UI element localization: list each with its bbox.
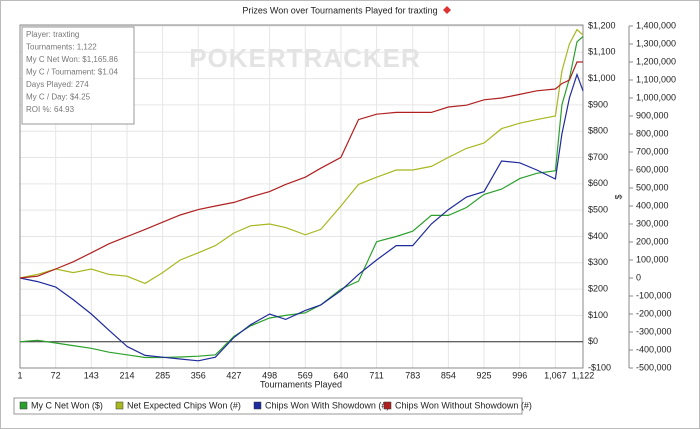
y2-tick-label: 700,000	[636, 146, 669, 156]
y-tick-label: $700	[588, 152, 608, 162]
info-line: Tournaments: 1,122	[26, 43, 97, 52]
legend-swatch	[19, 401, 28, 410]
x-axis-title: Tournaments Played	[260, 379, 342, 389]
y-tick-label: $1,200	[588, 20, 616, 30]
x-tick-label: 143	[84, 370, 99, 380]
x-tick-label: 427	[226, 370, 241, 380]
y-tick-label: $1,100	[588, 47, 616, 57]
y-axis-title: $	[613, 194, 623, 199]
x-tick-label: 356	[191, 370, 206, 380]
y2-tick-label: 400,000	[636, 200, 669, 210]
y2-tick-label: 200,000	[636, 236, 669, 246]
legend-swatch	[115, 401, 124, 410]
series-line	[19, 28, 584, 285]
legend	[13, 397, 523, 415]
x-tick-label: 854	[441, 370, 456, 380]
y2-tick-label: -100,000	[636, 290, 672, 300]
y-tick-label: $800	[588, 126, 608, 136]
info-line: My C Net Won: $1,165.86	[26, 55, 118, 64]
y-tick-label: $0	[588, 336, 598, 346]
y2-tick-label: -400,000	[636, 344, 672, 354]
y2-tick-label: 800,000	[636, 128, 669, 138]
x-tick-label: 1	[17, 370, 22, 380]
y-tick-label: -$100	[588, 362, 611, 372]
legend-swatch	[253, 401, 262, 410]
info-line: Days Played: 274	[26, 80, 89, 89]
x-tick-label: 214	[119, 370, 134, 380]
y-tick-label: $200	[588, 283, 608, 293]
y2-tick-label: 1,400,000	[636, 20, 676, 30]
y2-tick-label: 300,000	[636, 218, 669, 228]
info-line: ROI %: 64.93	[26, 105, 75, 114]
y2-tick-label: -300,000	[636, 326, 672, 336]
x-tick-label: 1,067	[544, 370, 567, 380]
legend-swatch	[383, 401, 392, 410]
watermark: POKERTRACKER	[189, 43, 421, 73]
x-tick-label: 925	[477, 370, 492, 380]
x-tick-label: 498	[262, 370, 277, 380]
y2-tick-label: 900,000	[636, 110, 669, 120]
x-tick-label: 711	[369, 370, 383, 380]
y-tick-label: $400	[588, 231, 608, 241]
y2-tick-label: 1,200,000	[636, 56, 676, 66]
chart-title: Prizes Won over Tournaments Played for t…	[242, 5, 437, 15]
series-line	[19, 72, 584, 362]
x-tick-label: 996	[512, 370, 527, 380]
y2-tick-label: 600,000	[636, 164, 669, 174]
y2-tick-label: 100,000	[636, 254, 669, 264]
y-tick-label: $100	[588, 310, 608, 320]
plot-area	[19, 24, 584, 369]
y-tick-label: $900	[588, 99, 608, 109]
y2-tick-label: 1,000,000	[636, 92, 676, 102]
x-tick-label: 285	[155, 370, 170, 380]
x-tick-label: 72	[51, 370, 61, 380]
y-tick-label: $1,000	[588, 73, 616, 83]
y2-tick-label: 1,100,000	[636, 74, 676, 84]
x-tick-label: 783	[405, 370, 420, 380]
y2-tick-label: -200,000	[636, 308, 672, 318]
y-tick-label: $500	[588, 205, 608, 215]
info-line: My C / Day: $4.25	[26, 93, 91, 102]
legend-label: Net Expected Chips Won (#)	[127, 400, 241, 410]
y2-tick-label: 500,000	[636, 182, 669, 192]
title-icon	[443, 6, 451, 14]
legend-label: Chips Won Without Showdown (#)	[395, 400, 532, 410]
legend-label: Chips Won With Showdown (#)	[265, 400, 389, 410]
series-line	[19, 61, 583, 279]
info-line: Player: traxting	[26, 30, 79, 39]
x-tick-label: 1,122	[572, 370, 595, 380]
y-tick-label: $600	[588, 178, 608, 188]
y2-tick-label: -500,000	[636, 362, 672, 372]
y2-tick-label: 0	[636, 272, 641, 282]
info-line: My C / Tournament: $1.04	[26, 68, 118, 77]
x-tick-label: 569	[298, 370, 313, 380]
y-tick-label: $300	[588, 257, 608, 267]
x-tick-label: 640	[333, 370, 348, 380]
y2-tick-label: 1,300,000	[636, 38, 676, 48]
info-box	[21, 26, 135, 125]
legend-label: My C Net Won ($)	[31, 400, 103, 410]
